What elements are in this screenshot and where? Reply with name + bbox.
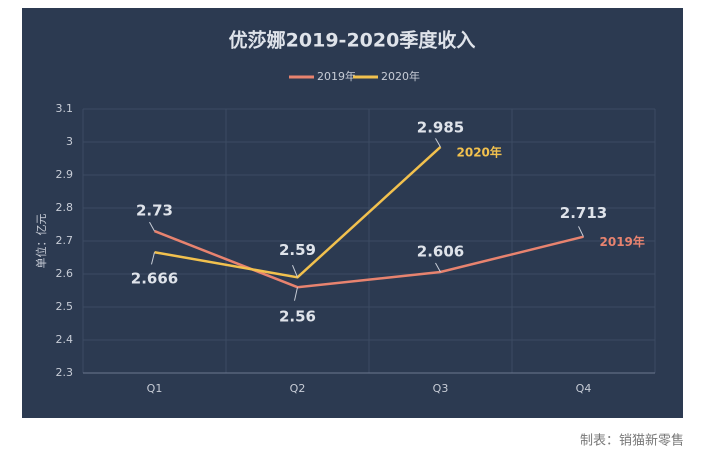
data-label: 2.73 xyxy=(136,202,173,220)
line-series xyxy=(154,229,584,289)
data-label: 2.985 xyxy=(417,118,464,136)
data-label: 2.59 xyxy=(279,241,316,259)
series-end-label: 2019年 xyxy=(600,234,645,249)
label-leader xyxy=(578,226,584,237)
label-leader xyxy=(292,264,298,278)
y-tick-label: 2.3 xyxy=(56,366,74,379)
y-tick-label: 3.1 xyxy=(56,102,74,115)
y-tick-label: 2.6 xyxy=(56,267,74,280)
y-tick-label: 2.4 xyxy=(56,333,74,346)
x-tick-label: Q2 xyxy=(290,382,306,395)
data-label: 2.606 xyxy=(417,243,464,261)
y-tick-label: 3 xyxy=(66,135,73,148)
label-leader xyxy=(435,138,441,148)
data-label: 2.666 xyxy=(131,270,178,288)
chart-title: 优莎娜2019-2020季度收入 xyxy=(229,29,476,52)
data-label: 2.56 xyxy=(279,308,316,326)
panel xyxy=(22,8,683,418)
label-leader xyxy=(149,221,155,232)
data-label: 2.713 xyxy=(560,204,607,222)
x-tick-label: Q1 xyxy=(147,382,163,395)
x-tick-label: Q3 xyxy=(433,382,449,395)
y-tick-label: 2.8 xyxy=(56,201,74,214)
y-tick-label: 2.7 xyxy=(56,234,74,247)
label-leader xyxy=(151,252,155,265)
label-leader xyxy=(294,287,298,301)
legend-label: 2020年 xyxy=(381,69,420,83)
x-tick-label: Q4 xyxy=(576,382,592,395)
series-end-label: 2020年 xyxy=(457,144,502,159)
y-tick-label: 2.5 xyxy=(56,300,74,313)
label-leader xyxy=(435,262,441,273)
footer: 制表：销猫新零售 xyxy=(580,433,684,449)
y-tick-label: 2.9 xyxy=(56,168,74,181)
y-axis-label: 单位：亿元 xyxy=(34,214,48,269)
legend-label: 2019年 xyxy=(317,69,356,83)
